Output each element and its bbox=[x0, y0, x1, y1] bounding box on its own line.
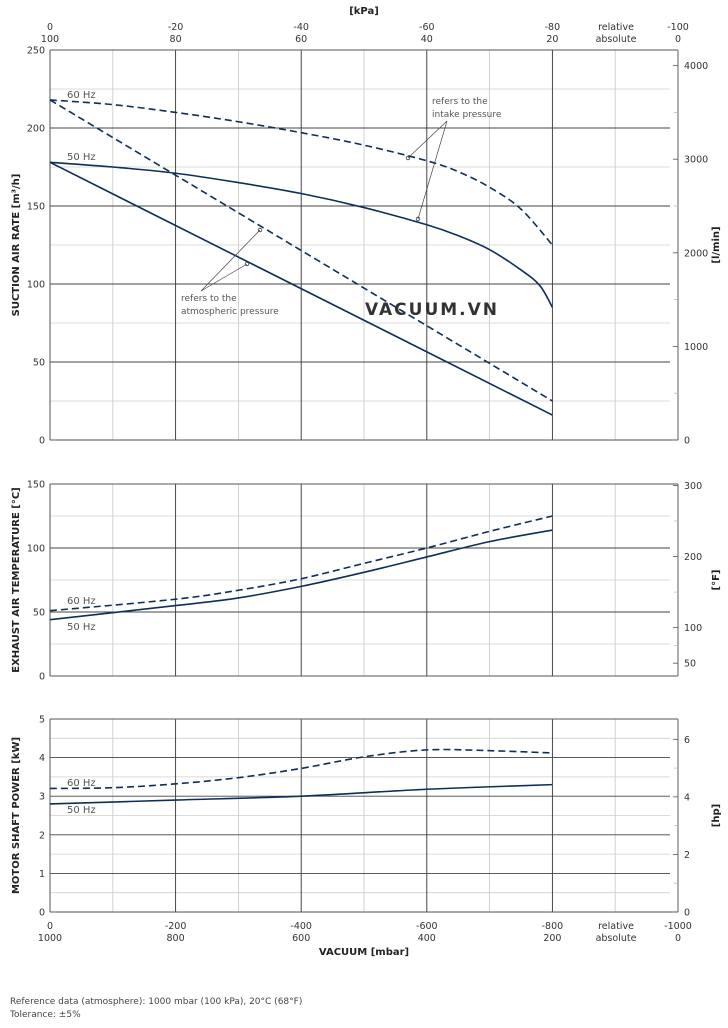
y2-axis-title: [hp] bbox=[711, 804, 722, 827]
bottom-axis-ticks: 01000-200800-400600-600400-800200-10000r… bbox=[38, 921, 692, 944]
annotation-intake-line2: intake pressure bbox=[432, 110, 502, 120]
y-tick-label: 50 bbox=[33, 358, 45, 369]
y2-tick-label: 100 bbox=[684, 623, 702, 634]
top-relative-label: relative bbox=[598, 22, 634, 33]
top-absolute-label: absolute bbox=[596, 34, 637, 45]
top-tick-relative: -40 bbox=[293, 22, 309, 33]
footer-tolerance: Tolerance: ±5% bbox=[10, 1010, 81, 1020]
y-tick-label: 0 bbox=[39, 436, 45, 447]
series-line-50-hz-atmospheric-pressure bbox=[49, 161, 553, 416]
bottom-tick-absolute: 0 bbox=[675, 933, 681, 944]
label-50hz: 50 Hz bbox=[67, 622, 96, 633]
series-line-50-hz bbox=[49, 529, 553, 621]
top-axis-unit: [kPa] bbox=[349, 6, 379, 17]
series-line-50-hz-intake-pressure bbox=[49, 161, 554, 308]
bottom-tick-relative: 0 bbox=[47, 921, 53, 932]
label-50hz: 50 Hz bbox=[67, 805, 96, 816]
label-50hz: 50 Hz bbox=[67, 152, 96, 163]
y2-axis-title: [°F] bbox=[711, 570, 722, 591]
y-tick-label: 100 bbox=[27, 280, 45, 291]
top-tick-relative: -60 bbox=[419, 22, 435, 33]
annotation-atmospheric: refers to the atmospheric pressure bbox=[181, 227, 279, 317]
y-tick-label: 3 bbox=[39, 792, 45, 803]
top-tick-relative: -20 bbox=[168, 22, 184, 33]
series-line-50-hz bbox=[49, 783, 553, 805]
top-tick-absolute: 80 bbox=[170, 34, 182, 45]
y-tick-label: 2 bbox=[39, 830, 45, 841]
annotation-intake: refers to the intake pressure bbox=[405, 97, 502, 222]
bottom-tick-relative: -1000 bbox=[664, 921, 692, 932]
annotation-atm-line1: refers to the bbox=[181, 294, 237, 304]
bottom-tick-relative: -600 bbox=[416, 921, 438, 932]
y-tick-label: 50 bbox=[33, 608, 45, 619]
y-axis-title: MOTOR SHAFT POWER [kW] bbox=[11, 737, 22, 894]
top-tick-absolute: 40 bbox=[421, 34, 433, 45]
y-tick-label: 0 bbox=[39, 908, 45, 919]
bottom-tick-absolute: 400 bbox=[418, 933, 436, 944]
bottom-tick-absolute: 200 bbox=[543, 933, 561, 944]
bottom-tick-absolute: 800 bbox=[167, 933, 185, 944]
top-tick-absolute: 60 bbox=[295, 34, 307, 45]
y2-tick-label: 3000 bbox=[684, 155, 708, 166]
series-line-60-hz bbox=[49, 748, 553, 790]
y-tick-label: 5 bbox=[39, 715, 45, 726]
bottom-tick-absolute: 1000 bbox=[38, 933, 62, 944]
bottom-relative-label: relative bbox=[598, 921, 634, 932]
y-tick-label: 150 bbox=[27, 202, 45, 213]
y-tick-label: 100 bbox=[27, 544, 45, 555]
top-tick-relative: 0 bbox=[47, 22, 53, 33]
y2-tick-label: 1000 bbox=[684, 342, 708, 353]
label-60hz: 60 Hz bbox=[67, 90, 96, 101]
bottom-tick-absolute: 600 bbox=[292, 933, 310, 944]
y-axis-title: SUCTION AIR RATE [m³/h] bbox=[11, 174, 22, 317]
bottom-absolute-label: absolute bbox=[596, 933, 637, 944]
y-tick-label: 150 bbox=[27, 480, 45, 491]
x-axis-title: VACUUM [mbar] bbox=[319, 947, 409, 958]
bottom-tick-relative: -800 bbox=[542, 921, 564, 932]
y2-tick-label: 2000 bbox=[684, 248, 708, 259]
y2-tick-label: 0 bbox=[684, 436, 690, 447]
label-60hz: 60 Hz bbox=[67, 778, 96, 789]
top-axis-ticks: 0100-2080-4060-6040-8020-1000relativeabs… bbox=[41, 22, 689, 45]
series-line-60-hz-atmospheric-pressure bbox=[49, 99, 553, 402]
footer-reference: Reference data (atmosphere): 1000 mbar (… bbox=[10, 997, 303, 1007]
top-tick-absolute: 100 bbox=[41, 34, 59, 45]
y-tick-label: 1 bbox=[39, 869, 45, 880]
label-60hz: 60 Hz bbox=[67, 596, 96, 607]
y2-tick-label: 0 bbox=[684, 908, 690, 919]
series-line-60-hz-intake-pressure bbox=[49, 99, 554, 246]
y-tick-label: 4 bbox=[39, 753, 45, 764]
y-tick-label: 200 bbox=[27, 124, 45, 135]
y2-tick-label: 4000 bbox=[684, 61, 708, 72]
y2-tick-label: 300 bbox=[684, 481, 702, 492]
top-tick-relative: -80 bbox=[545, 22, 561, 33]
motor-power-chart: 0 1 2 3 4 5 0 2 4 6 MOTOR SHAFT POWER [kW] [hp] 60 H… bbox=[11, 715, 722, 919]
top-tick-relative: -100 bbox=[667, 22, 689, 33]
suction-air-rate-chart: 0 50 100 150 200 250 0 1000 2000 3000 4000 SUCTION … bbox=[11, 46, 722, 447]
y2-tick-label: 2 bbox=[684, 850, 690, 861]
annotation-intake-line1: refers to the bbox=[432, 97, 488, 107]
top-tick-absolute: 20 bbox=[546, 34, 558, 45]
bottom-tick-relative: -200 bbox=[165, 921, 187, 932]
series-line-60-hz bbox=[49, 515, 553, 612]
annotation-atm-line2: atmospheric pressure bbox=[181, 307, 279, 317]
y2-tick-label: 200 bbox=[684, 552, 702, 563]
y2-tick-label: 4 bbox=[684, 792, 690, 803]
top-tick-absolute: 0 bbox=[675, 34, 681, 45]
watermark: VACUUM.VN bbox=[365, 300, 499, 320]
y2-axis-title: [l/min] bbox=[711, 226, 722, 263]
exhaust-temperature-chart: 0 50 100 150 50 100 200 300 EXHAUST AIR TEMPERAT… bbox=[11, 480, 722, 683]
y2-tick-label: 50 bbox=[684, 659, 696, 670]
bottom-tick-relative: -400 bbox=[290, 921, 312, 932]
y-axis-title: EXHAUST AIR TEMPERATURE [°C] bbox=[11, 487, 22, 672]
y-tick-label: 0 bbox=[39, 672, 45, 683]
y2-tick-label: 6 bbox=[684, 735, 690, 746]
y-tick-label: 250 bbox=[27, 46, 45, 57]
